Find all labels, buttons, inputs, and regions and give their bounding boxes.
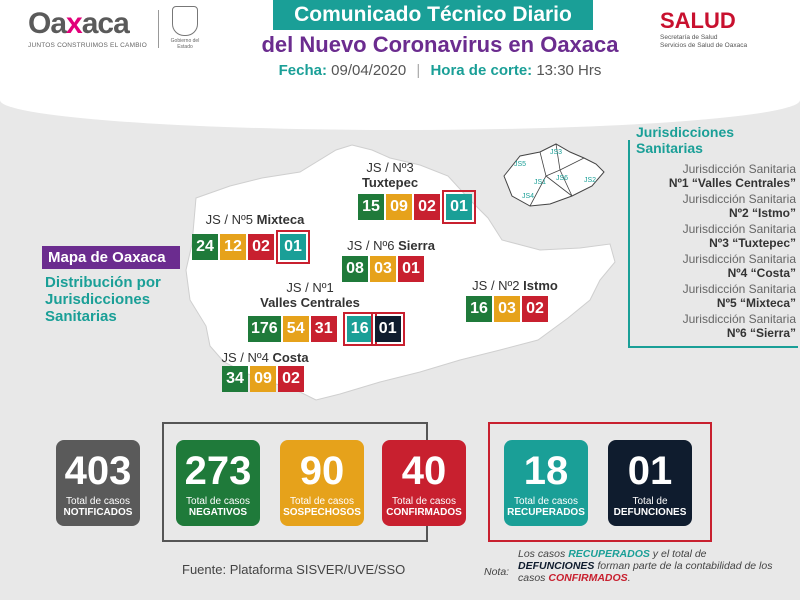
logo-tagline: JUNTOS CONSTRUIMOS EL CAMBIO	[28, 42, 148, 49]
js1-values: 176 54 31 16 01	[248, 312, 405, 346]
js2-sospechosos: 03	[494, 296, 520, 322]
totals-frame-red	[488, 422, 712, 542]
js1-defunciones: 01	[370, 312, 405, 346]
total-notificados: 403 Total de casos NOTIFICADOS	[56, 440, 140, 526]
js1-recuperados: 16	[342, 312, 377, 346]
js4-sospechosos: 09	[250, 366, 276, 392]
legend-title: Jurisdicciones Sanitarias	[636, 124, 735, 156]
legend-item: Jurisdicción Sanitaria Nº4 “Costa”	[682, 252, 796, 280]
total-sospechosos: 90 Total de casos SOSPECHOSOS	[280, 440, 364, 526]
js3-sospechosos: 09	[386, 194, 412, 220]
js4-confirmados: 02	[278, 366, 304, 392]
js6-negativos: 08	[342, 256, 368, 282]
total-defunciones: 01 Total de DEFUNCIONES	[608, 440, 692, 526]
js2-values: 16 03 02	[466, 296, 548, 322]
js2-confirmados: 02	[522, 296, 548, 322]
js6-confirmados: 01	[398, 256, 424, 282]
jurisdiction-legend: Jurisdicciones Sanitarias Jurisdicción S…	[636, 124, 796, 342]
note-text: Nota: Los casos RECUPERADOS y el total d…	[484, 548, 773, 584]
note-label: Nota:	[484, 566, 510, 578]
seal-icon	[172, 6, 198, 36]
js1-sospechosos: 54	[282, 316, 309, 342]
inset-label-js1: JS1	[534, 179, 546, 186]
js3-recuperados: 01	[442, 190, 476, 224]
map-title: Mapa de Oaxaca	[42, 246, 180, 269]
inset-label-js6: JS6	[556, 175, 568, 182]
js5-negativos: 24	[192, 234, 218, 260]
legend-item: Jurisdicción Sanitaria Nº3 “Tuxtepec”	[682, 222, 796, 250]
js2-negativos: 16	[466, 296, 492, 322]
legend-item: Jurisdicción Sanitaria Nº5 “Mixteca”	[682, 282, 796, 310]
js3-label: JS / Nº3 Tuxtepec	[361, 160, 419, 190]
js4-negativos: 34	[222, 366, 248, 392]
js5-label: JS / Nº5 Mixteca	[205, 212, 305, 227]
js5-values: 24 12 02 01	[192, 230, 310, 264]
js1-confirmados: 31	[310, 316, 337, 342]
title-line-2: del Nuevo Coronavirus en Oaxaca	[261, 32, 619, 57]
js1-label: JS / Nº1 Valles Centrales	[260, 280, 360, 310]
header: Oaxaca JUNTOS CONSTRUIMOS EL CAMBIO Gobi…	[0, 0, 800, 100]
source-text: Fuente: Plataforma SISVER/UVE/SSO	[182, 562, 406, 577]
js3-negativos: 15	[358, 194, 384, 220]
cutoff-time: 13:30 Hrs	[536, 62, 602, 79]
js6-sospechosos: 03	[370, 256, 396, 282]
total-recuperados: 18 Total de casos RECUPERADOS	[504, 440, 588, 526]
js4-values: 34 09 02	[222, 366, 304, 392]
total-negativos: 273 Total de casos NEGATIVOS	[176, 440, 260, 526]
salud-logo: SALUD Secretaría de Salud Servicios de S…	[660, 8, 748, 49]
legend-line	[628, 140, 630, 348]
inset-jurisdiction-map: JS5 JS3 JS6 JS1 JS2 JS4	[503, 143, 605, 207]
title-line-1: Comunicado Técnico Diario	[273, 0, 593, 30]
js5-recuperados: 01	[276, 230, 310, 264]
js2-label: JS / Nº2 Istmo	[472, 278, 558, 293]
oaxaca-logo: Oaxaca JUNTOS CONSTRUIMOS EL CAMBIO	[28, 8, 158, 50]
inset-label-js3: JS3	[550, 149, 562, 156]
inset-label-js4: JS4	[522, 193, 534, 200]
legend-line-bottom	[628, 346, 798, 348]
js1-negativos: 176	[248, 316, 281, 342]
total-confirmados: 40 Total de casos CONFIRMADOS	[382, 440, 466, 526]
legend-item: Jurisdicción Sanitaria Nº2 “Istmo”	[682, 192, 796, 220]
js6-values: 08 03 01	[342, 256, 424, 282]
inset-label-js2: JS2	[584, 177, 596, 184]
date-value: 09/04/2020	[331, 62, 407, 79]
map-subtitle: Distribución por Jurisdicciones Sanitari…	[45, 274, 161, 325]
legend-item: Jurisdicción Sanitaria Nº1 “Valles Centra…	[668, 162, 796, 190]
js4-label: JS / Nº4 Costa	[221, 350, 309, 365]
logo-divider	[158, 10, 159, 48]
js5-sospechosos: 12	[220, 234, 246, 260]
inset-label-js5: JS5	[514, 161, 526, 168]
legend-item: Jurisdicción Sanitaria Nº6 “Sierra”	[682, 312, 796, 340]
js3-values: 15 09 02 01	[358, 190, 476, 224]
date-line: Fecha: 09/04/2020 | Hora de corte: 13:30…	[278, 62, 602, 79]
js3-confirmados: 02	[414, 194, 440, 220]
js6-label: JS / Nº6 Sierra	[347, 238, 435, 253]
js5-confirmados: 02	[248, 234, 274, 260]
state-seal: Gobierno del Estado	[165, 6, 205, 50]
